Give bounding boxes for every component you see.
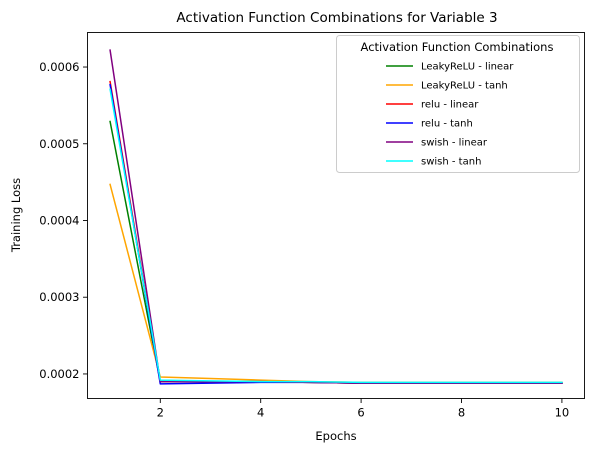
- series-line-6: [109, 88, 563, 384]
- legend-label: relu - tanh: [421, 119, 473, 130]
- x-tick-label: 2: [157, 406, 164, 420]
- legend-label: swish - tanh: [421, 157, 481, 168]
- x-tick-label: 8: [458, 406, 465, 420]
- legend-box: [336, 35, 580, 173]
- legend-label: swish - linear: [421, 138, 488, 149]
- y-axis-label: Training Loss: [9, 178, 23, 253]
- x-axis-ticks: 2 4 6 8 10: [157, 398, 570, 420]
- y-tick-label: 0.0003: [39, 290, 79, 304]
- y-tick-label: 0.0005: [39, 137, 79, 151]
- legend-entries: LeakyReLU - linear LeakyReLU - tanh relu -…: [386, 62, 514, 168]
- y-tick-label: 0.0002: [39, 367, 79, 381]
- x-tick-label: 6: [357, 406, 364, 420]
- y-axis-ticks: 0.0002 0.0003 0.0004 0.0005 0.0006: [39, 60, 88, 381]
- series-line-5: [109, 49, 563, 384]
- legend-label: LeakyReLU - tanh: [421, 81, 508, 92]
- legend-title: Activation Function Combinations: [361, 40, 554, 54]
- x-axis-label: Epochs: [315, 429, 356, 443]
- plot-frame: [87, 32, 585, 399]
- y-tick-label: 0.0006: [39, 60, 79, 74]
- x-tick-label: 4: [257, 406, 264, 420]
- legend-label: LeakyReLU - linear: [421, 62, 514, 73]
- series-layer: [109, 49, 563, 385]
- x-tick-label: 10: [555, 406, 570, 420]
- y-tick-label: 0.0004: [39, 213, 79, 227]
- legend-label: relu - linear: [421, 100, 479, 111]
- chart-title: Activation Function Combinations for Var…: [176, 10, 497, 26]
- legend: Activation Function Combinations LeakyRe…: [336, 35, 580, 173]
